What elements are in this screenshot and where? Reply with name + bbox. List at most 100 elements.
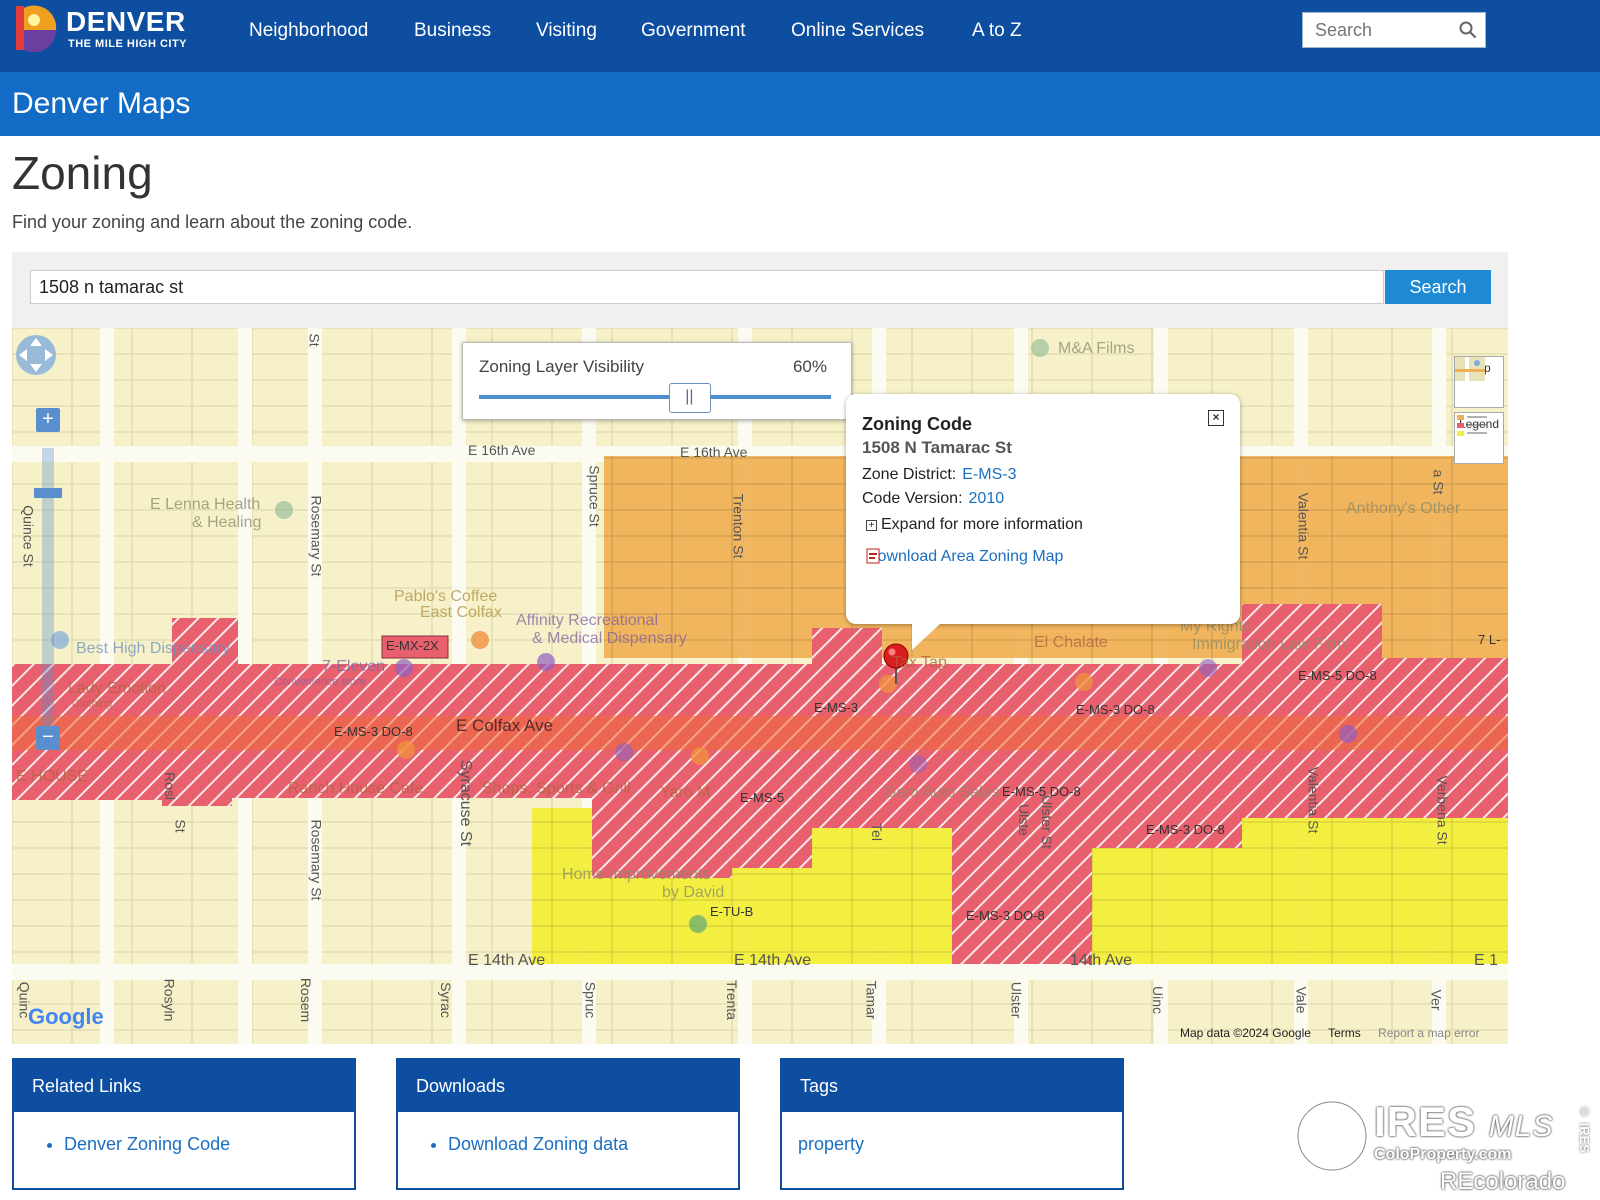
code-version-value[interactable]: 2010 bbox=[968, 490, 1005, 507]
address-search-bar: Search bbox=[12, 252, 1508, 328]
map-type-button[interactable]: Map bbox=[1454, 356, 1504, 408]
nav-online-services[interactable]: Online Services bbox=[791, 20, 925, 41]
logo-subtitle: THE MILE HIGH CITY bbox=[68, 38, 187, 50]
map-terms-link[interactable]: Terms bbox=[1328, 1026, 1361, 1040]
zone-label-ems5do8-a: E-MS-5 DO-8 bbox=[1298, 668, 1377, 683]
popup-title: Zoning Code bbox=[862, 414, 972, 434]
zoning-visibility-panel: Zoning Layer Visibility 60% bbox=[462, 342, 852, 420]
tags-card: Tags property bbox=[780, 1058, 1124, 1190]
zone-district-value[interactable]: E-MS-3 bbox=[962, 466, 1017, 483]
ires-text: IRES bbox=[1374, 1098, 1477, 1145]
tag-property[interactable]: property bbox=[798, 1134, 865, 1154]
street-label-rosemary: Rosemary St bbox=[308, 495, 325, 577]
legend-button[interactable]: Legend bbox=[1454, 412, 1504, 464]
pan-control[interactable] bbox=[12, 328, 60, 382]
code-version-row: Code Version: 2010 bbox=[862, 490, 1004, 508]
zone-label-ems3do8-b: E-MS-3 DO-8 bbox=[1076, 702, 1155, 717]
visibility-slider-track[interactable] bbox=[479, 395, 831, 399]
code-version-label: Code Version: bbox=[862, 490, 963, 507]
ires-watermark: IRES MLS ColoProperty.com © IRES bbox=[1294, 1098, 1596, 1194]
poi-label-pablos-2: East Colfax bbox=[420, 604, 502, 621]
address-search-input[interactable] bbox=[30, 270, 1384, 304]
street-label-spruc-b: Spruc bbox=[582, 981, 599, 1019]
top-navigation-bar: DENVER THE MILE HIGH CITY Neighborhood B… bbox=[0, 0, 1600, 72]
poi-label-home-improvements-2: by David bbox=[662, 884, 725, 901]
street-label-syrac-b: Syrac bbox=[437, 982, 454, 1018]
selected-location-pin[interactable] bbox=[883, 643, 909, 684]
zone-label-emx2x: E-MX-2X bbox=[386, 638, 439, 653]
site-search bbox=[1302, 12, 1486, 48]
address-search-button[interactable]: Search bbox=[1385, 270, 1491, 304]
zone-label-right: 7 L- bbox=[1478, 632, 1501, 647]
poi-label-ranch-house: Ranch House Cafe bbox=[288, 780, 424, 797]
zoom-slider-thumb[interactable] bbox=[34, 488, 62, 498]
street-label-rosl: Rosl bbox=[162, 771, 179, 801]
street-label-spruce: Spruce St bbox=[586, 465, 603, 527]
download-area-zoning-map-link[interactable]: Download Area Zoning Map bbox=[866, 548, 1063, 566]
zoom-out-button[interactable]: − bbox=[36, 726, 60, 750]
legend-icon bbox=[1457, 415, 1487, 436]
page-description: Find your zoning and learn about the zon… bbox=[12, 212, 413, 232]
poi-label-lady-emotion: Lady Emotion bbox=[68, 680, 166, 697]
download-zoning-data-link[interactable]: Download Zoning data bbox=[448, 1134, 738, 1155]
street-label-ulster: Ulster St bbox=[1038, 795, 1055, 849]
zone-label-ems3-a: E-MS-3 bbox=[814, 700, 859, 715]
search-icon[interactable] bbox=[1459, 21, 1477, 39]
ires-side-text: © IRES bbox=[1577, 1104, 1592, 1153]
street-label-e16b: E 16th Ave bbox=[680, 444, 748, 460]
zoom-in-button[interactable]: + bbox=[36, 408, 60, 432]
coloproperty-text: ColoProperty.com bbox=[1374, 1146, 1512, 1163]
google-logo[interactable]: Google bbox=[28, 1004, 104, 1030]
commercial-corridor-zone bbox=[12, 604, 1508, 964]
visibility-percent: 60% bbox=[792, 357, 827, 376]
denver-zoning-code-link[interactable]: Denver Zoning Code bbox=[64, 1134, 354, 1155]
poi-label-seven-eleven: 7-Eleven bbox=[322, 658, 386, 675]
poi-label-yaro: Yaro M bbox=[660, 784, 711, 801]
street-label-e14b: E 14th Ave bbox=[734, 952, 812, 969]
nav-visiting[interactable]: Visiting bbox=[536, 20, 597, 41]
street-label-tamar-b: Tamar bbox=[863, 980, 880, 1020]
poi-label-affinity-2: & Medical Dispensary bbox=[532, 630, 687, 647]
emx2x-block bbox=[381, 635, 449, 659]
expand-plus-icon: + bbox=[866, 520, 877, 531]
denver-logo[interactable]: DENVER THE MILE HIGH CITY bbox=[14, 2, 214, 54]
map-canvas bbox=[12, 328, 1508, 1044]
poi-label-home-improvements: Home Improvements bbox=[562, 866, 711, 883]
poi-label-lady-emotion-2: Clothing bbox=[72, 698, 113, 710]
logo-title: DENVER bbox=[66, 6, 186, 37]
poi-label-el-chalate: El Chalate bbox=[1034, 634, 1108, 651]
zone-label-etub: E-TU-B bbox=[710, 904, 754, 919]
street-label-e16: E 16th Ave bbox=[468, 442, 536, 458]
street-label-e14a: E 14th Ave bbox=[468, 952, 546, 969]
visibility-slider-handle[interactable] bbox=[669, 383, 712, 413]
poi-label-immigration: Immigration Law Firm bbox=[1192, 636, 1346, 653]
ires-house-icon bbox=[1295, 1099, 1369, 1173]
zoning-info-popup: Zoning Code 1508 N Tamarac St Zone Distr… bbox=[846, 394, 1240, 650]
close-icon[interactable]: × bbox=[1208, 410, 1224, 426]
subheader-title[interactable]: Denver Maps bbox=[12, 87, 191, 120]
tags-title: Tags bbox=[782, 1060, 1122, 1112]
site-search-input[interactable] bbox=[1303, 13, 1453, 47]
nav-government[interactable]: Government bbox=[641, 20, 746, 41]
street-label-ulste: Ulste bbox=[1015, 804, 1032, 836]
nav-business[interactable]: Business bbox=[414, 20, 492, 41]
street-label-e14c: 14th Ave bbox=[1070, 952, 1132, 969]
expand-more-info[interactable]: + Expand for more information bbox=[866, 516, 1083, 534]
street-label-val-b: Vale bbox=[1293, 986, 1310, 1014]
recolorado-watermark: REcolorado bbox=[1440, 1168, 1566, 1195]
street-label-ver-b: Ver bbox=[1428, 989, 1445, 1011]
street-label-verbena: Verbena St bbox=[1434, 775, 1451, 845]
nav-a-to-z[interactable]: A to Z bbox=[972, 20, 1022, 41]
street-label-valentia: Valentia St bbox=[1295, 492, 1312, 560]
zoom-slider-track[interactable] bbox=[42, 448, 54, 738]
download-area-zoning-map-label: Download Area Zoning Map bbox=[866, 548, 1064, 565]
poi-label-best-high: Best High Dispensary bbox=[76, 640, 230, 657]
nav-neighborhood[interactable]: Neighborhood bbox=[249, 20, 369, 41]
street-label-ros-b1: Rosyln bbox=[161, 978, 178, 1022]
map-data-credit[interactable]: Map data ©2024 Google bbox=[1180, 1026, 1311, 1040]
poi-label-house: E HOUSE bbox=[16, 768, 89, 785]
poi-label-gem-auto: Gem Auto Sales bbox=[884, 784, 1000, 801]
report-map-error-link[interactable]: Report a map error bbox=[1378, 1026, 1480, 1040]
zoning-map[interactable]: E 16th Ave E 16th Ave E Colfax Ave E 14t… bbox=[12, 328, 1508, 1044]
expand-more-info-label: Expand for more information bbox=[881, 516, 1083, 533]
